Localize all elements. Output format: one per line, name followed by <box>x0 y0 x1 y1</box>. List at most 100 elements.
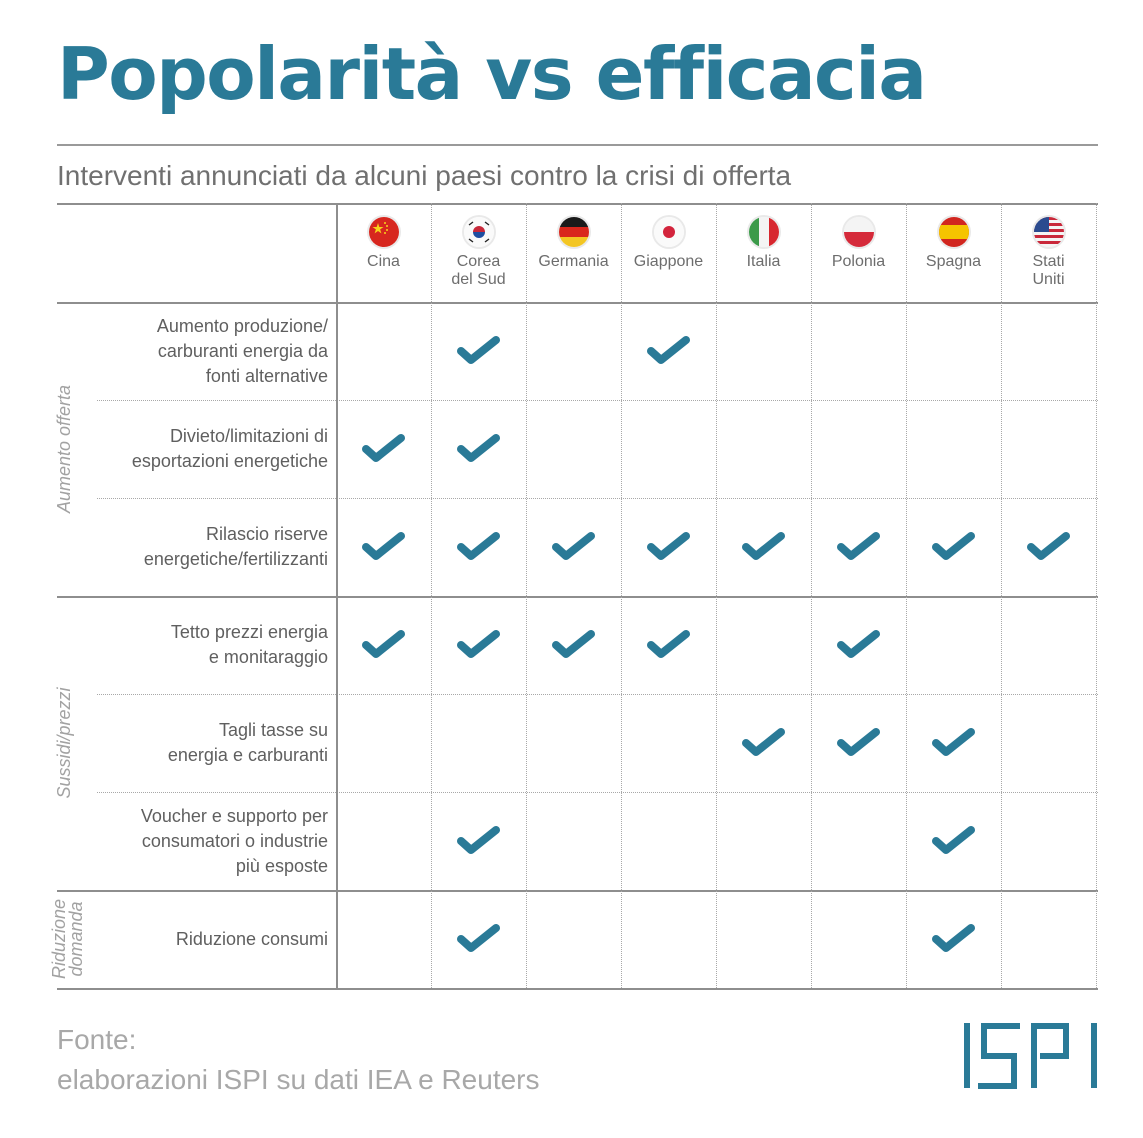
country-header: Cina <box>336 203 431 302</box>
table-cell <box>431 498 526 596</box>
country-name-line2: Uniti <box>1032 271 1065 288</box>
row-label-line: e monitaraggio <box>208 647 328 667</box>
grid-line-row <box>97 792 1098 793</box>
table-cell <box>431 596 526 694</box>
check-icon <box>931 824 977 858</box>
grid-line-top <box>57 203 1098 205</box>
comparison-table: Cina Corea del Sud Germania Giappone Italia Po… <box>49 203 1098 990</box>
table-cell <box>811 596 906 694</box>
table-cell <box>621 596 716 694</box>
row-label: Divieto/limitazioni di esportazioni energ… <box>97 400 328 498</box>
row-label-line: energetiche/fertilizzanti <box>143 549 328 569</box>
country-header: Germania <box>526 203 621 302</box>
japan-flag-icon <box>653 217 684 247</box>
table-cell <box>621 890 716 988</box>
grid-line-row <box>57 890 1098 892</box>
table-cell <box>621 302 716 400</box>
table-cell <box>811 792 906 890</box>
grid-line-bottom <box>57 988 1098 990</box>
check-icon <box>646 530 692 564</box>
check-icon <box>456 922 502 956</box>
country-header: Italia <box>716 203 811 302</box>
table-cell <box>336 400 431 498</box>
table-cell <box>716 596 811 694</box>
table-cell <box>336 302 431 400</box>
usa-flag-icon <box>1033 217 1064 247</box>
table-cell <box>526 694 621 792</box>
ispi-logo-icon <box>964 1023 1097 1089</box>
grid-line-label-divider <box>336 203 338 988</box>
check-icon <box>646 334 692 368</box>
grid-line-row <box>97 694 1098 695</box>
check-icon <box>456 334 502 368</box>
row-label-line: carburanti energia da <box>157 340 328 361</box>
table-cell <box>906 400 1001 498</box>
check-icon <box>931 530 977 564</box>
table-cell <box>716 302 811 400</box>
check-icon <box>456 824 502 858</box>
check-icon <box>456 628 502 662</box>
table-cell <box>431 890 526 988</box>
table-cell <box>906 792 1001 890</box>
country-header: Corea del Sud <box>431 203 526 302</box>
row-label-line: energia e carburanti <box>167 745 328 765</box>
table-cell <box>336 596 431 694</box>
source-note: Fonte: elaborazioni ISPI su dati IEA e R… <box>57 1020 540 1100</box>
group-label: Aumento offerta <box>54 302 74 596</box>
table-cell <box>1001 596 1096 694</box>
row-label-text: Rilascio riserve energetiche/fertilizzant… <box>144 522 328 572</box>
grid-line-col <box>526 203 527 988</box>
table-cell <box>1001 792 1096 890</box>
group-label-line2: domanda <box>66 901 86 977</box>
row-label-line: Voucher e supporto per <box>140 805 328 826</box>
check-icon <box>361 530 407 564</box>
country-name: Corea <box>456 253 501 270</box>
check-icon <box>456 530 502 564</box>
table-cell <box>716 400 811 498</box>
row-label: Riduzione consumi <box>97 890 328 988</box>
grid-line-row <box>57 596 1098 598</box>
country-name: Stati <box>1032 253 1065 270</box>
row-label-text: Voucher e supporto per consumatori o indu… <box>141 804 328 879</box>
check-icon <box>836 530 882 564</box>
country-header: Spagna <box>906 203 1001 302</box>
table-cell <box>621 400 716 498</box>
check-icon <box>361 432 407 466</box>
check-icon <box>551 530 597 564</box>
grid-line-row <box>97 400 1098 401</box>
table-cell <box>811 498 906 596</box>
grid-line-col <box>431 203 432 988</box>
table-cell <box>906 890 1001 988</box>
check-icon <box>741 530 787 564</box>
row-label: Voucher e supporto per consumatori o indu… <box>97 792 328 890</box>
row-label: Aumento produzione/carburanti energia da… <box>97 302 328 400</box>
country-name: Cina <box>367 253 400 270</box>
row-label-text: Tetto prezzi energia e monitaraggio <box>171 620 328 670</box>
table-cell <box>336 498 431 596</box>
source-text: elaborazioni ISPI su dati IEA e Reuters <box>57 1064 540 1095</box>
row-label-text: Divieto/limitazioni di esportazioni energ… <box>132 424 328 474</box>
row-label: Tetto prezzi energia e monitaraggio <box>97 596 328 694</box>
check-icon <box>931 726 977 760</box>
country-name: Germania <box>538 253 609 270</box>
check-icon <box>836 726 882 760</box>
table-cell <box>526 498 621 596</box>
table-cell <box>1001 302 1096 400</box>
row-label-line: Riduzione consumi <box>175 928 328 949</box>
page-title: Popolarità vs efficacia <box>57 32 927 116</box>
table-cell <box>336 694 431 792</box>
table-cell <box>906 498 1001 596</box>
table-cell <box>431 694 526 792</box>
row-label-line: Tetto prezzi energia <box>170 622 328 642</box>
table-cell <box>811 302 906 400</box>
subtitle: Interventi annunciati da alcuni paesi co… <box>57 160 792 191</box>
grid-line-col <box>811 203 812 988</box>
table-cell <box>716 792 811 890</box>
grid-line-col <box>1096 203 1097 988</box>
table-cell <box>906 596 1001 694</box>
group-label-line1: Aumento offerta <box>54 384 74 514</box>
check-icon <box>551 628 597 662</box>
group-label: Sussidi/prezzi <box>54 596 74 890</box>
country-header: Stati Uniti <box>1001 203 1096 302</box>
germany-flag-icon <box>558 217 589 247</box>
